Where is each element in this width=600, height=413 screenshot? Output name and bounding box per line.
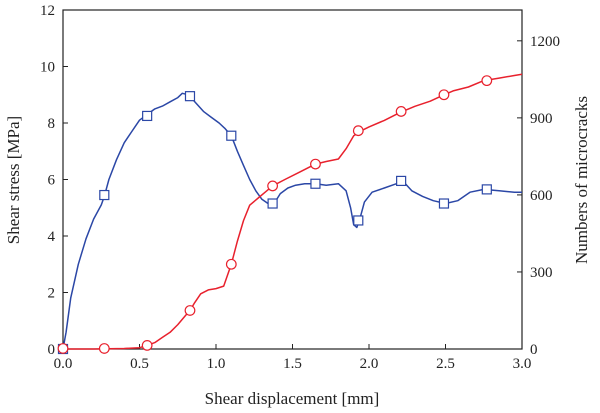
series-2-line [63,73,523,350]
series-2-marker [141,340,153,351]
x-tick-label: 2.0 [360,356,379,372]
series-1-marker [438,198,450,209]
series-2 [57,73,523,354]
series-layer [57,73,523,355]
y-right-tick-label: 0 [530,342,538,358]
x-tick-label: 1.5 [283,356,302,372]
series-1-marker [481,184,492,195]
y-right-axis-title: Numbers of microcracks [572,96,591,264]
y-left-axis-title: Shear stress [MPa] [4,116,23,244]
series-2-marker [57,343,69,354]
series-1-marker [310,178,321,189]
series-1 [57,91,522,355]
series-1-marker [226,130,237,141]
y-right-tick-label: 300 [530,265,553,281]
x-tick-label: 0.5 [130,356,149,372]
y-left-tick-label: 6 [48,173,56,189]
series-1-marker [396,175,407,187]
y-left-tick-label: 0 [48,342,56,358]
series-2-marker [225,258,237,270]
y-left-tick-label: 12 [40,3,55,19]
x-tick-label: 0.0 [54,356,73,372]
series-1-marker [184,91,196,102]
y-left-tick-label: 2 [48,286,56,302]
series-2-marker [438,89,450,101]
series-2-marker [395,106,407,117]
y-right-tick-label: 900 [530,111,553,127]
x-axis-ticks: 0.0 0.5 1.0 1.5 2.0 2.5 3.0 [54,344,532,372]
series-2-marker [310,158,321,170]
y-left-tick-label: 4 [48,229,56,245]
y-right-tick-label: 600 [530,188,553,204]
x-tick-label: 3.0 [513,356,532,372]
series-2-marker [352,125,364,137]
series-1-line [62,92,522,350]
y-left-axis-ticks: 0 2 4 6 8 10 12 [40,3,68,358]
y-right-axis-ticks: 0 300 600 900 1200 [517,34,560,358]
y-left-tick-label: 8 [48,116,56,132]
series-1-marker [353,215,364,226]
x-axis-title: Shear displacement [mm] [205,389,380,408]
series-1-marker [142,110,153,122]
series-1-marker [267,198,278,209]
series-2-marker [267,180,279,192]
plot-frame [62,9,523,350]
series-2-marker [184,305,196,316]
y-left-tick-label: 10 [40,60,55,76]
x-tick-label: 1.0 [207,356,226,372]
y-right-tick-label: 1200 [530,34,560,50]
series-1-marker [99,189,110,201]
series-2-marker [98,343,110,354]
x-tick-label: 2.5 [436,356,455,372]
series-2-marker [481,75,493,87]
